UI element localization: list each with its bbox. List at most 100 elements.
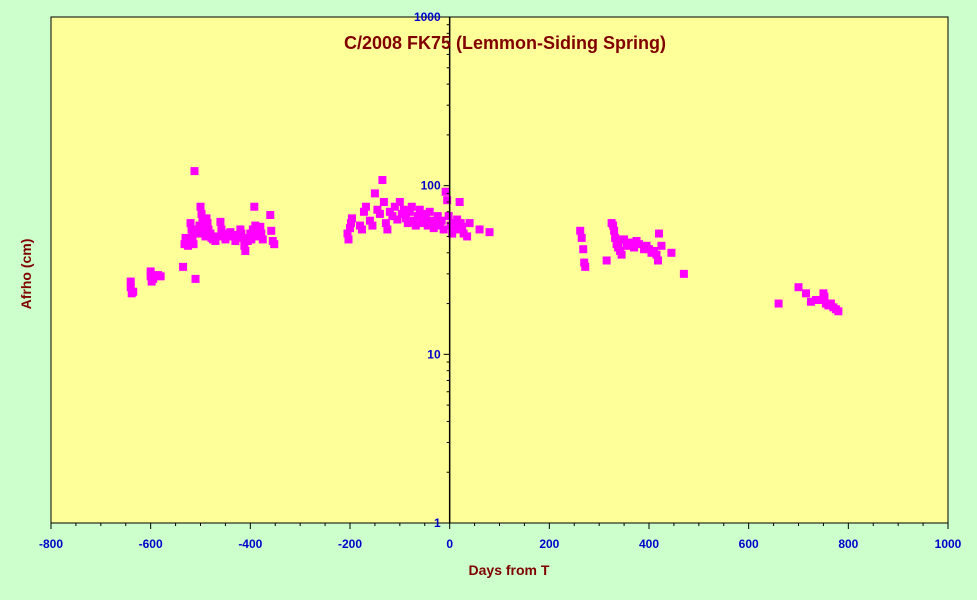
data-point <box>653 256 662 265</box>
data-point <box>576 226 585 235</box>
data-point <box>228 230 237 239</box>
data-point <box>463 232 472 241</box>
data-point <box>189 240 198 249</box>
data-point <box>423 221 432 230</box>
data-point <box>246 229 255 238</box>
y-tick-label: 1 <box>434 516 441 530</box>
data-point <box>635 240 644 249</box>
data-point <box>194 229 203 238</box>
data-point <box>266 211 275 220</box>
x-tick-label: -400 <box>238 537 262 551</box>
data-point <box>388 212 397 221</box>
data-point <box>421 214 430 223</box>
data-point <box>602 256 611 265</box>
data-point <box>580 258 589 267</box>
data-point <box>204 225 213 234</box>
y-tick-label: 100 <box>421 179 441 193</box>
data-point <box>485 228 494 237</box>
data-point <box>609 221 618 230</box>
data-point <box>397 209 406 218</box>
plot-area <box>50 16 949 524</box>
data-point <box>247 235 256 244</box>
x-tick-label: 600 <box>739 537 759 551</box>
data-point <box>375 209 384 218</box>
data-point <box>197 209 206 218</box>
data-point <box>811 295 820 304</box>
data-point <box>187 225 196 234</box>
data-point <box>231 236 240 245</box>
data-point <box>126 283 135 292</box>
data-point <box>429 224 438 233</box>
data-point <box>579 245 588 254</box>
data-point <box>258 235 267 244</box>
x-tick-label: -800 <box>39 537 63 551</box>
data-point <box>654 229 663 238</box>
data-point <box>378 176 387 185</box>
data-point <box>179 262 188 271</box>
data-point <box>399 205 408 214</box>
data-point <box>343 229 352 238</box>
data-point <box>191 274 200 283</box>
data-point <box>444 212 453 221</box>
data-point <box>381 219 390 228</box>
data-point <box>346 219 355 228</box>
data-point <box>347 214 356 223</box>
data-point <box>610 226 619 235</box>
data-point <box>475 225 484 234</box>
data-point <box>794 283 803 292</box>
data-point <box>257 229 266 238</box>
data-point <box>241 246 250 255</box>
data-point <box>413 212 422 221</box>
data-point <box>218 229 227 238</box>
data-point <box>455 198 464 207</box>
data-point <box>256 222 265 231</box>
x-tick-label: 800 <box>838 537 858 551</box>
x-tick-label: 400 <box>639 537 659 551</box>
data-point <box>379 198 388 207</box>
data-point <box>581 262 590 271</box>
data-point <box>395 198 404 207</box>
data-point <box>182 236 191 245</box>
data-point <box>806 297 815 306</box>
data-point <box>217 225 226 234</box>
data-point <box>365 216 374 225</box>
data-point <box>344 235 353 244</box>
data-point <box>615 235 624 244</box>
data-point <box>206 229 215 238</box>
data-point <box>211 236 220 245</box>
data-point <box>240 241 249 250</box>
data-point <box>213 232 222 241</box>
chart-title: C/2008 FK75 (Lemmon-Siding Spring) <box>344 33 666 53</box>
x-tick-label: 0 <box>446 537 453 551</box>
data-point <box>630 243 639 252</box>
data-point <box>346 224 354 233</box>
data-point <box>383 225 392 234</box>
data-point <box>409 216 418 225</box>
data-point <box>188 232 197 241</box>
data-point <box>223 232 232 241</box>
data-point <box>417 219 426 228</box>
data-point <box>437 216 446 225</box>
data-points <box>126 167 843 316</box>
data-point <box>465 219 474 228</box>
data-point <box>385 207 394 216</box>
data-point <box>250 202 259 211</box>
data-point <box>620 235 629 244</box>
x-tick-label: 200 <box>539 537 559 551</box>
data-point <box>448 229 457 238</box>
data-point <box>443 196 452 205</box>
data-point <box>359 207 368 216</box>
data-point <box>149 274 158 283</box>
data-point <box>657 241 666 250</box>
data-point <box>156 272 165 281</box>
x-tick-label: 1000 <box>935 537 962 551</box>
axes: -800 -600 -400 -200 0 200 400 600 800 1000 1 10 100 1… <box>39 10 962 551</box>
data-point <box>368 221 377 230</box>
data-point <box>401 214 410 223</box>
data-point <box>201 232 210 241</box>
data-point <box>458 222 467 231</box>
data-point <box>441 187 450 196</box>
data-point <box>667 248 676 257</box>
data-point <box>411 221 420 230</box>
